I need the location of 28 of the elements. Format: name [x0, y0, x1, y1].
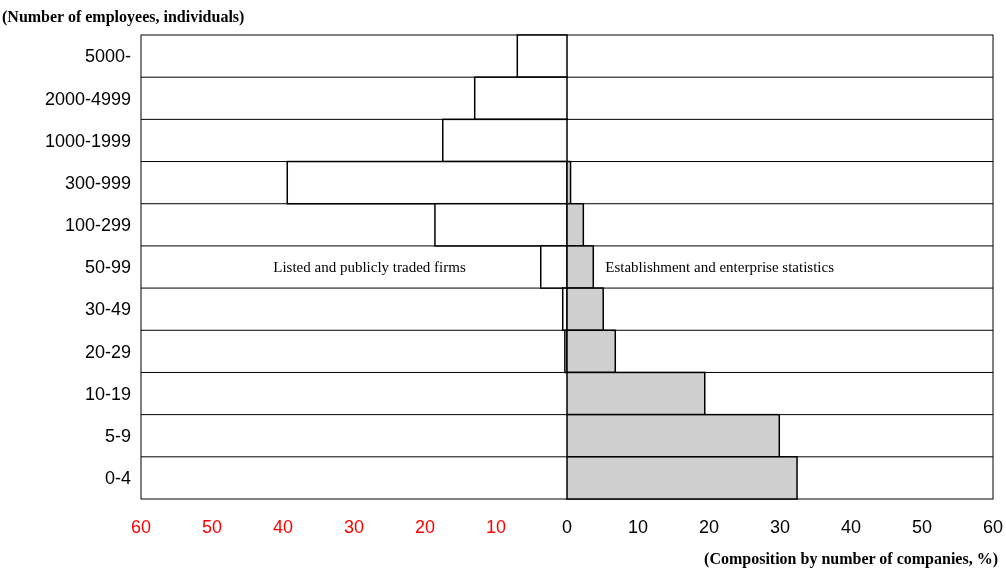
x-tick-label: 20 [414, 517, 436, 537]
y-axis-title: (Number of employees, individuals) [2, 8, 245, 26]
x-tick-label: 60 [130, 517, 152, 537]
y-tick-label: 2000-4999 [44, 88, 131, 109]
x-tick-label: 40 [272, 517, 294, 537]
y-tick-label: 100-299 [64, 215, 131, 236]
x-tick-label: 60 [982, 517, 1004, 537]
y-tick-label: 30-49 [84, 299, 131, 320]
x-tick-label: 30 [769, 517, 791, 537]
x-tick-label: 20 [698, 517, 720, 537]
y-tick-label: 50-99 [84, 257, 131, 278]
x-tick-label: 0 [561, 517, 573, 537]
x-tick-label: 40 [840, 517, 862, 537]
x-tick-label: 10 [485, 517, 507, 537]
x-tick-label: 50 [201, 517, 223, 537]
series-label: Listed and publicly traded firms [273, 259, 466, 276]
series-label: Establishment and enterprise statistics [605, 259, 835, 276]
x-axis-title: (Composition by number of companies, %) [704, 550, 998, 568]
y-tick-label: 5-9 [104, 426, 131, 447]
y-tick-label: 0-4 [104, 468, 131, 489]
y-tick-label: 10-19 [84, 383, 131, 404]
x-tick-label: 30 [343, 517, 365, 537]
x-tick-label: 10 [627, 517, 649, 537]
x-tick-label: 50 [911, 517, 933, 537]
y-tick-label: 5000- [84, 46, 131, 67]
y-tick-label: 1000-1999 [44, 130, 131, 151]
y-tick-label: 300-999 [64, 172, 131, 193]
y-tick-label: 20-29 [84, 341, 131, 362]
